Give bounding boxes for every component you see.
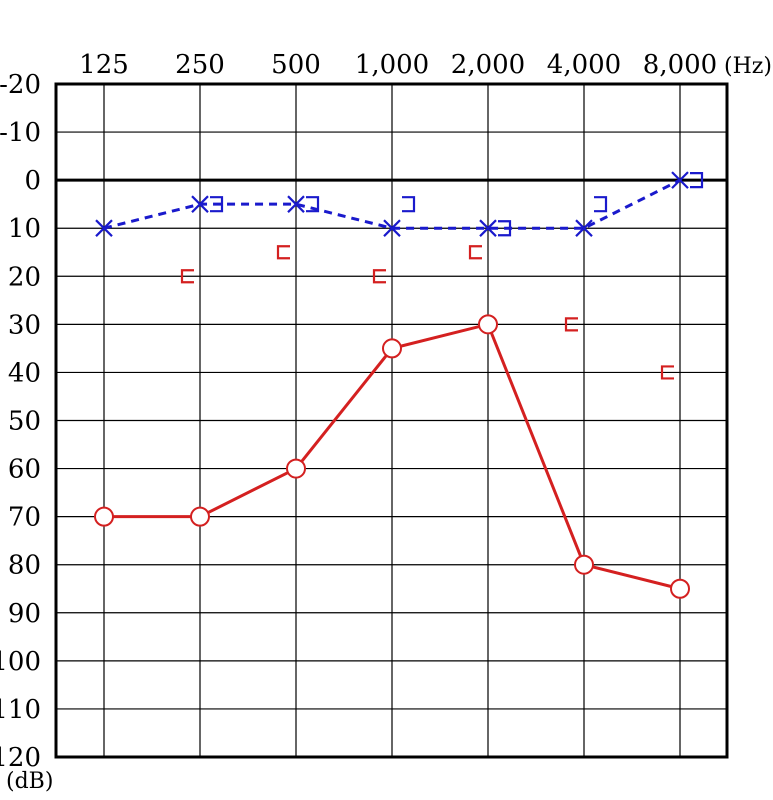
circle-marker	[382, 338, 402, 359]
y-tick-label: -20	[0, 70, 41, 100]
y-tick-label: 0	[24, 166, 41, 196]
circle-marker	[286, 458, 306, 479]
circle-marker	[478, 314, 498, 335]
bracket-marker	[468, 245, 482, 260]
x-axis-unit: (Hz)	[724, 54, 772, 79]
series-0-x	[95, 171, 689, 237]
grid	[56, 83, 727, 758]
x-tick-label: 250	[175, 50, 225, 80]
y-tick-label: 110	[0, 695, 41, 725]
x-marker	[671, 171, 689, 189]
y-tick-label: 30	[8, 310, 41, 340]
x-marker	[575, 219, 593, 237]
bracket-marker	[180, 269, 194, 284]
y-tick-label: 90	[8, 599, 41, 629]
x-marker	[479, 219, 497, 237]
y-tick-labels: -20 -10 0 10 20 30 40 50 60 70 80 90 100 110 120	[0, 70, 41, 773]
circle-marker	[574, 554, 594, 575]
y-tick-label: 40	[8, 358, 41, 388]
y-tick-label: 100	[0, 647, 41, 677]
x-tick-label: 2,000	[451, 50, 525, 80]
y-tick-label: 80	[8, 551, 41, 581]
x-marker	[383, 219, 401, 237]
series-layer	[94, 171, 704, 599]
bracket-marker	[372, 269, 386, 284]
bracket-marker	[210, 196, 224, 213]
circle-marker	[94, 506, 114, 527]
y-tick-label: 60	[8, 455, 41, 485]
series-3-bracket-left-open	[180, 245, 674, 380]
bracket-marker	[498, 220, 512, 237]
bracket-marker	[594, 196, 608, 213]
x-tick-label: 125	[79, 50, 129, 80]
series-2-circle	[94, 314, 690, 599]
x-marker	[191, 195, 209, 213]
y-tick-label: 10	[8, 214, 41, 244]
bracket-marker	[276, 245, 290, 260]
bracket-marker	[402, 196, 416, 213]
x-tick-label: 1,000	[355, 50, 429, 80]
y-tick-label: -10	[0, 118, 41, 148]
x-tick-labels: 125 250 500 1,000 2,000 4,000 8,000	[79, 50, 717, 80]
bracket-marker	[564, 317, 578, 332]
y-tick-label: 70	[8, 503, 41, 533]
bracket-marker	[690, 172, 704, 189]
y-tick-label: 20	[8, 262, 41, 292]
circle-marker	[190, 506, 210, 527]
plot-frame	[54, 82, 729, 759]
x-tick-label: 4,000	[547, 50, 621, 80]
x-marker	[95, 219, 113, 237]
bracket-marker	[660, 365, 674, 380]
y-tick-label: 120	[0, 743, 41, 773]
x-tick-label: 8,000	[643, 50, 717, 80]
y-axis-unit: (dB)	[6, 769, 53, 794]
bracket-marker	[306, 196, 320, 213]
x-marker	[287, 195, 305, 213]
series-1-bracket-right-open	[210, 172, 704, 237]
circle-marker	[670, 578, 690, 599]
y-tick-label: 50	[8, 407, 41, 437]
x-tick-label: 500	[271, 50, 321, 80]
